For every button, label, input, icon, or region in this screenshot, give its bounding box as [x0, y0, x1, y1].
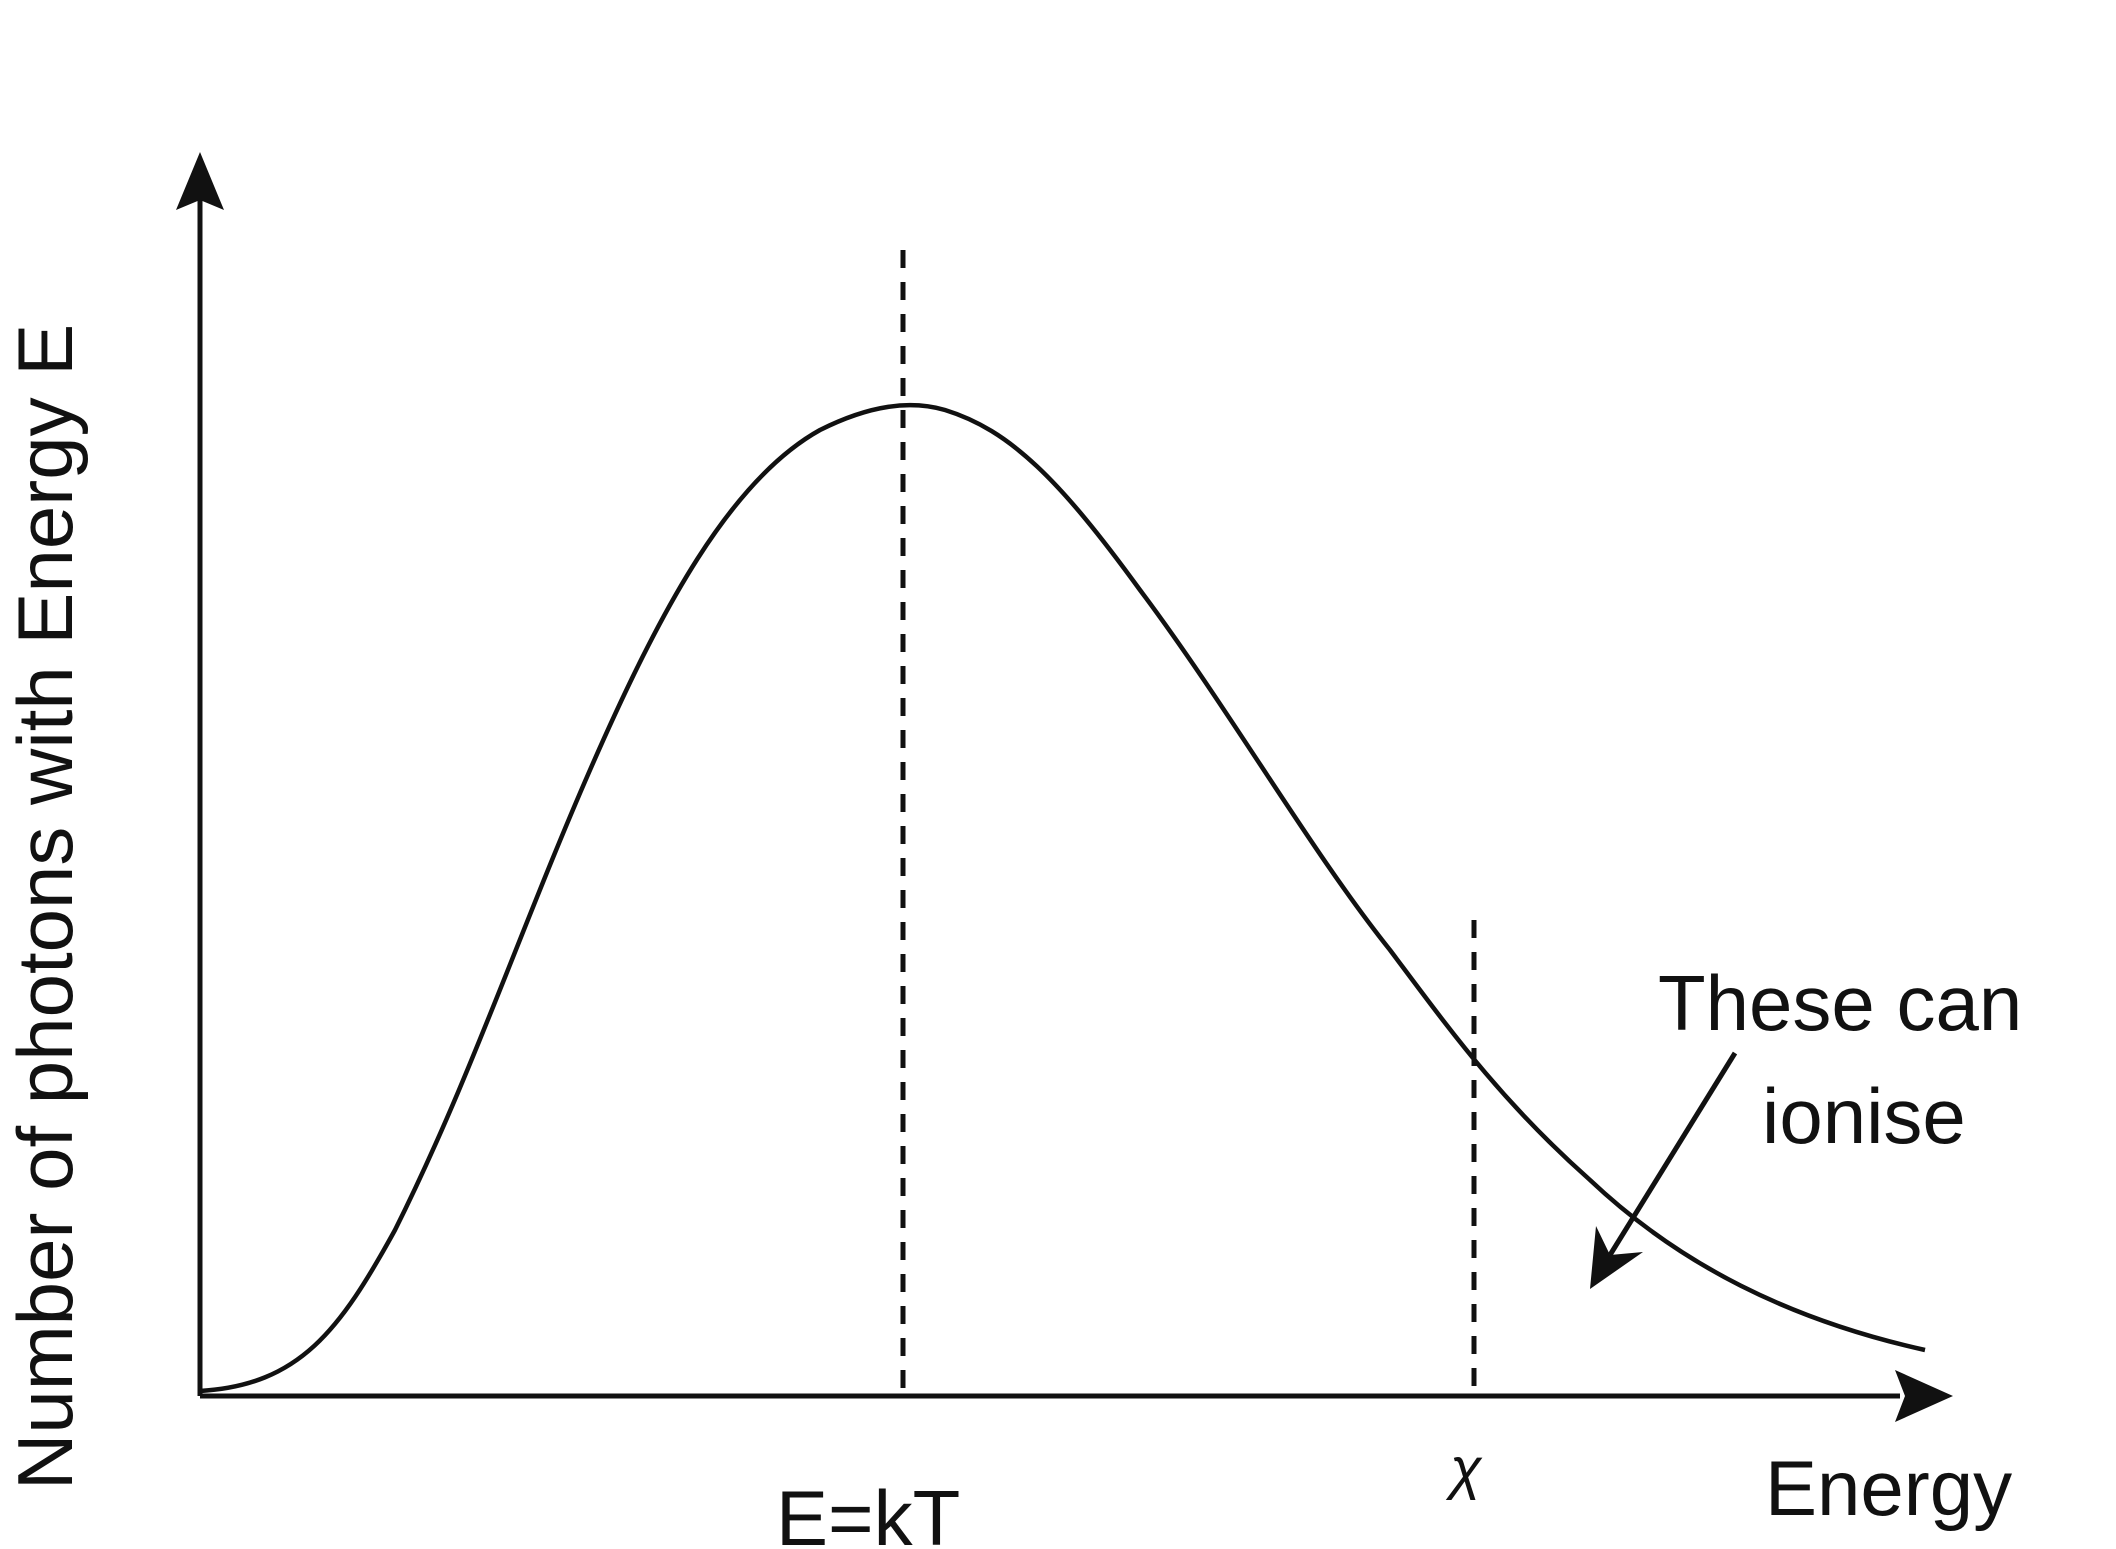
x-axis-label: Energy	[1765, 1444, 2012, 1532]
chi-label: χ	[1445, 1436, 1483, 1501]
annotation-line-2: ionise	[1762, 1072, 1966, 1160]
y-axis-arrowhead	[176, 152, 224, 210]
annotation-line-1: These can	[1658, 959, 2022, 1047]
x-axis-arrowhead	[1895, 1370, 1953, 1422]
peak-label: E=kT	[776, 1474, 960, 1549]
y-axis-label: Number of photons with Energy E	[1, 324, 89, 1490]
energy-distribution-curve	[199, 402, 1926, 1394]
ionise-annotation-arrow-line	[1607, 1051, 1738, 1257]
ionise-annotation-arrowhead	[1590, 1226, 1643, 1289]
